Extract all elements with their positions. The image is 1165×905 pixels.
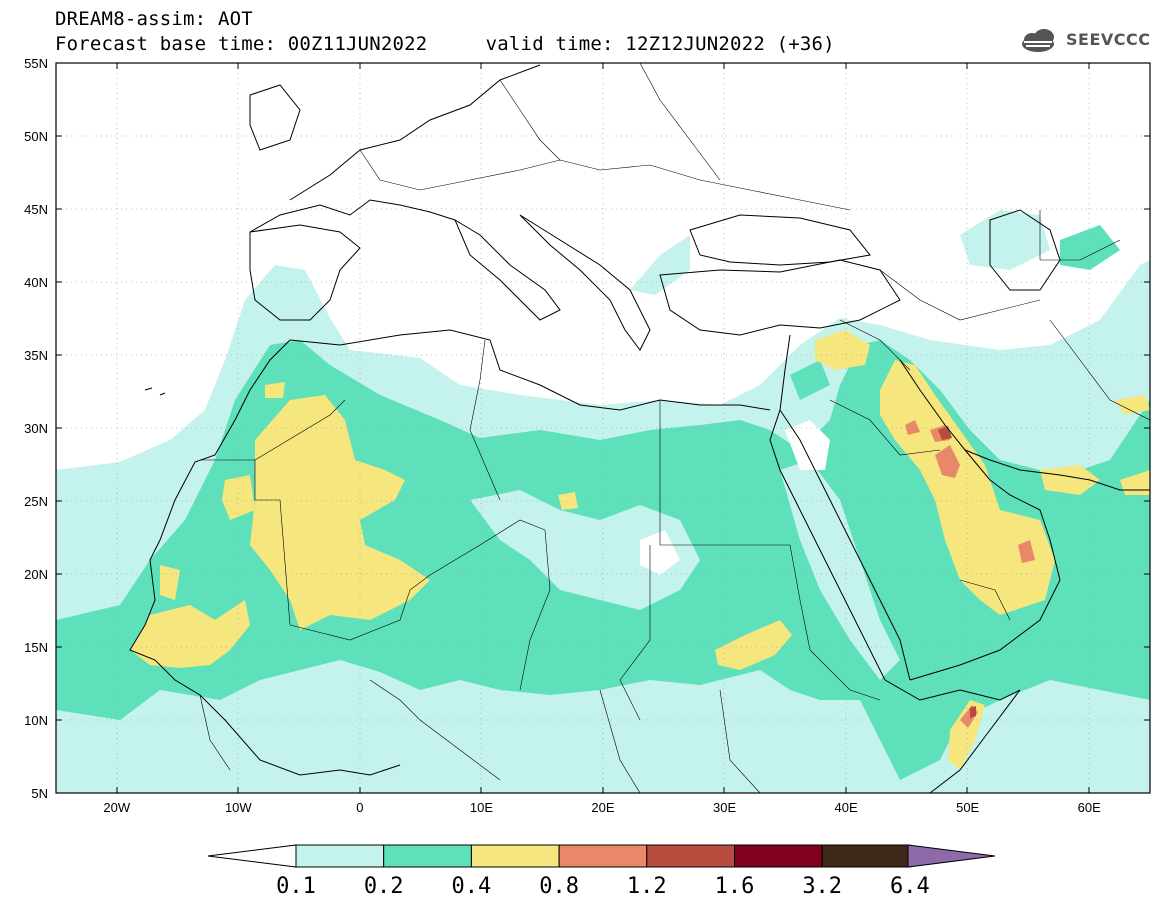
- colorbar-swatch: [646, 844, 735, 868]
- colorbar-label: 3.2: [802, 874, 842, 899]
- lat-tick-label: 40N: [24, 275, 48, 290]
- colorbar-label: 0.2: [364, 874, 404, 899]
- lat-tick-label: 45N: [24, 202, 48, 217]
- lon-tick-label: 60E: [1078, 800, 1101, 815]
- forecast-time-line: Forecast base time: 00Z11JUN2022 valid t…: [55, 33, 835, 55]
- lat-tick-label: 10N: [24, 713, 48, 728]
- lat-tick-label: 30N: [24, 421, 48, 436]
- lat-tick-label: 25N: [24, 494, 48, 509]
- aot-fields: [56, 63, 1150, 793]
- graticule: [56, 63, 1150, 793]
- colorbar-label: 0.1: [276, 874, 316, 899]
- lat-tick-label: 20N: [24, 567, 48, 582]
- lat-tick-label: 50N: [24, 129, 48, 144]
- lon-tick-label: 10W: [225, 800, 252, 815]
- lon-tick-label: 30E: [713, 800, 736, 815]
- lon-tick-label: 0: [356, 800, 363, 815]
- lat-tick-label: 15N: [24, 640, 48, 655]
- colorbar-under-triangle: [207, 844, 297, 868]
- lon-tick-label: 10E: [470, 800, 493, 815]
- lat-tick-label: 5N: [31, 786, 48, 801]
- colorbar-swatch: [558, 844, 648, 868]
- aot-level-1-patches: [56, 460, 900, 680]
- colorbar-label: 1.2: [627, 874, 667, 899]
- chart-title: DREAM8-assim: AOT: [55, 8, 253, 30]
- lon-tick-label: 40E: [835, 800, 858, 815]
- colorbar-label: 0.4: [452, 874, 492, 899]
- colorbar-label: 6.4: [890, 874, 930, 899]
- aot-level-3: [130, 330, 1150, 770]
- lon-tick-label: 50E: [956, 800, 979, 815]
- colorbar-swatch: [821, 844, 911, 868]
- latitude-labels: 5N 10N 15N 20N 25N 30N 35N 40N 45N 50N 55N: [24, 56, 48, 801]
- colorbar-swatch: [470, 844, 560, 868]
- colorbar: 0.1 0.2 0.4 0.8 1.2 1.6 3.2 6.4: [207, 844, 996, 899]
- colorbar-over-triangle: [907, 844, 996, 868]
- colorbar-label: 1.6: [715, 874, 755, 899]
- colorbar-swatch: [295, 844, 385, 868]
- lat-tick-label: 55N: [24, 56, 48, 71]
- axis-ticks: [56, 63, 1150, 793]
- longitude-labels: 20W 10W 0 10E 20E 30E 40E 50E 60E: [103, 800, 1101, 815]
- logo-text: SEEVCCC: [1066, 30, 1151, 49]
- lon-tick-label: 20W: [103, 800, 130, 815]
- cloud-icon: [1022, 29, 1054, 52]
- colorbar-label: 0.8: [539, 874, 579, 899]
- colorbar-swatch: [734, 844, 823, 868]
- lat-tick-label: 35N: [24, 348, 48, 363]
- lon-tick-label: 20E: [591, 800, 614, 815]
- country-borders: [199, 63, 1150, 793]
- colorbar-swatch: [383, 844, 472, 868]
- coastlines: [129, 64, 1150, 793]
